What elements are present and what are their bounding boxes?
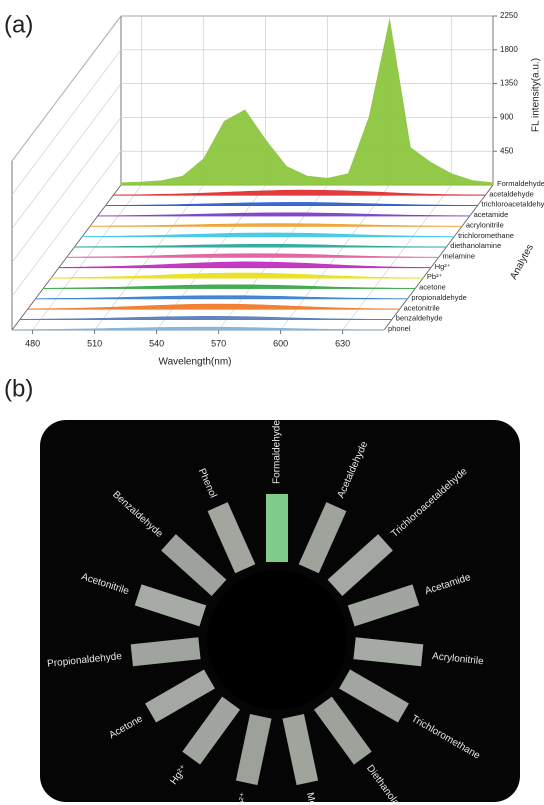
- series-label: acetaldehyde: [489, 189, 534, 198]
- panel-label: (a): [4, 11, 33, 38]
- spectrum-area: [66, 253, 439, 258]
- grid-line: [11, 117, 122, 263]
- spectrum-area: [97, 212, 470, 217]
- panel-label: (b): [4, 375, 33, 402]
- strip: [235, 714, 272, 786]
- spectrum-area: [27, 303, 400, 310]
- spectrum-area: [105, 202, 478, 207]
- series-label: trichloromethane: [458, 231, 514, 240]
- spectrum-area: [50, 272, 424, 279]
- z-tick-label: 1350: [500, 79, 518, 88]
- test-strip: [339, 669, 409, 723]
- x-tick-label: 540: [149, 338, 164, 348]
- z-tick-label: 450: [500, 146, 514, 155]
- test-strip: [182, 696, 241, 765]
- series-label: diethanolamine: [450, 241, 501, 250]
- series-label: Pb²⁺: [427, 272, 443, 281]
- test-strip: [145, 669, 215, 723]
- test-strip: [298, 502, 347, 574]
- grid-line: [11, 83, 122, 229]
- strip: [182, 696, 241, 765]
- strip: [266, 494, 288, 562]
- series-label: phonel: [388, 324, 411, 333]
- strip: [298, 502, 347, 574]
- spectrum-area: [42, 284, 416, 289]
- strip: [313, 696, 372, 765]
- test-strip: [347, 584, 420, 627]
- test-strip: [161, 534, 227, 596]
- series-label: melamine: [443, 251, 476, 260]
- test-strip: [327, 534, 393, 596]
- strip-ring: [207, 570, 347, 710]
- test-strip: [313, 696, 372, 765]
- test-strip: [282, 714, 319, 786]
- strip: [130, 637, 201, 667]
- test-strip: [134, 584, 207, 627]
- strip: [347, 584, 420, 627]
- strip: [327, 534, 393, 596]
- z-tick-label: 1800: [500, 45, 518, 54]
- strip-label: Formaldehyde: [272, 420, 283, 484]
- test-strip: [207, 502, 256, 574]
- spectrum-area: [11, 326, 385, 331]
- strip: [145, 669, 215, 723]
- series-label: acetone: [419, 283, 446, 292]
- z-tick-label: 2250: [500, 11, 518, 20]
- x-tick-label: 480: [25, 338, 40, 348]
- spectrum-area: [19, 316, 393, 320]
- spectrum-area: [89, 223, 463, 227]
- strip: [353, 637, 424, 667]
- test-strip: [130, 637, 201, 667]
- test-strip: [353, 637, 424, 667]
- x-tick-label: 570: [211, 338, 226, 348]
- strip: [134, 584, 207, 627]
- test-strip: [235, 714, 272, 786]
- z-tick-label: 900: [500, 113, 514, 122]
- series-label: propionaldehyde: [411, 293, 466, 302]
- spectrum-area: [58, 261, 432, 269]
- strip: [207, 502, 256, 574]
- series-label: acrylonitrile: [466, 220, 504, 229]
- series-label: benzaldehyde: [396, 314, 443, 323]
- series-label: Hg²⁺: [435, 262, 451, 271]
- spectrum-area: [81, 232, 455, 238]
- spectrum-area: [120, 19, 494, 186]
- x-tick-label: 510: [87, 338, 102, 348]
- spectrum-area: [35, 295, 408, 300]
- x-tick-label: 600: [273, 338, 288, 348]
- series-label: trichloroacetaldehyde: [481, 200, 544, 209]
- spectrum-area: [73, 243, 447, 248]
- strip-label: Pb²⁺: [235, 791, 250, 805]
- strip-label: Acrylonitrile: [432, 651, 485, 667]
- x-axis-label: Wavelength(nm): [159, 357, 232, 368]
- grid-line: [11, 15, 122, 162]
- depth-axis-label: Analytes: [508, 243, 536, 282]
- grid-line: [11, 151, 122, 297]
- strip: [161, 534, 227, 596]
- strip: [282, 714, 319, 786]
- waterfall-chart: 450 900 1350 1800 2250 480 510 540 570 600 630 Form…: [11, 11, 544, 368]
- strip: [339, 669, 409, 723]
- series-label: acetonitrile: [404, 303, 440, 312]
- grid-line: [11, 49, 122, 195]
- test-strip: [266, 494, 288, 562]
- spectrum-area: [112, 189, 486, 196]
- series-label: acetamide: [474, 210, 509, 219]
- x-tick-label: 630: [335, 338, 350, 348]
- z-axis-label: FL intensity(a.u.): [531, 58, 542, 132]
- series-label: Formaldehyde: [497, 179, 544, 188]
